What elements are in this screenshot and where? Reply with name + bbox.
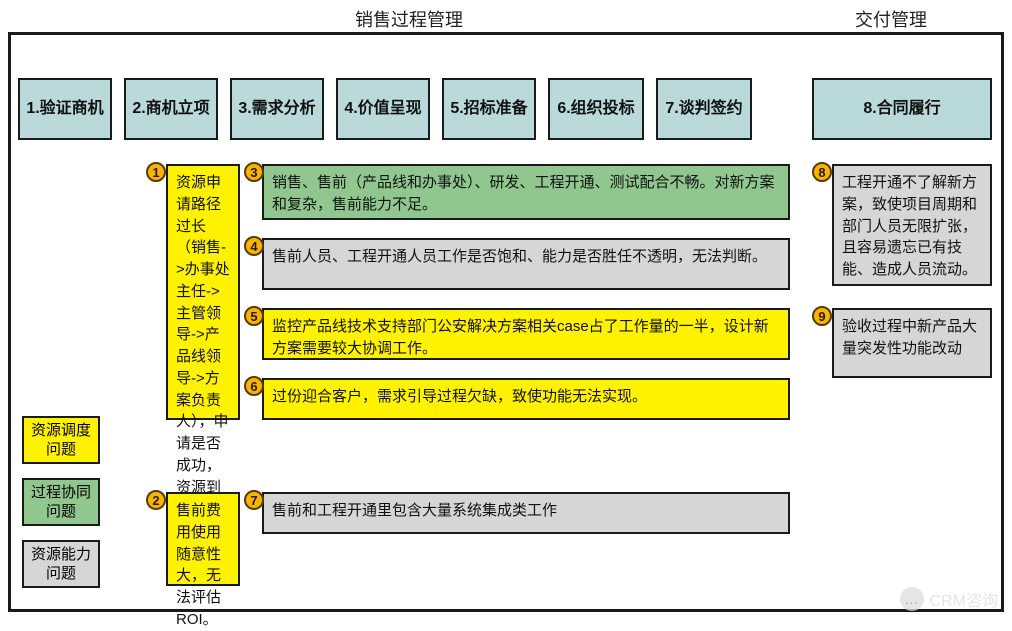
issue-badge-4: 4 (244, 236, 264, 256)
issue-badge-2: 2 (146, 490, 166, 510)
wechat-icon: … (900, 587, 924, 611)
stage-8: 8.合同履行 (812, 78, 992, 140)
stage-3: 3.需求分析 (230, 78, 324, 140)
issue-box-7: 售前和工程开通里包含大量系统集成类工作 (262, 492, 790, 534)
stage-6: 6.组织投标 (548, 78, 644, 140)
issue-badge-7: 7 (244, 490, 264, 510)
section-title-delivery: 交付管理 (855, 6, 927, 32)
issue-box-3: 销售、售前（产品线和办事处）、研发、工程开通、测试配合不畅。对新方案和复杂，售前… (262, 164, 790, 220)
watermark-text: CRM咨询 (930, 587, 998, 611)
issue-badge-6: 6 (244, 376, 264, 396)
stage-1: 1.验证商机 (18, 78, 112, 140)
issue-box-9: 验收过程中新产品大量突发性功能改动 (832, 308, 992, 378)
issue-box-6: 过份迎合客户，需求引导过程欠缺，致使功能无法实现。 (262, 378, 790, 420)
issue-box-4: 售前人员、工程开通人员工作是否饱和、能力是否胜任不透明，无法判断。 (262, 238, 790, 290)
legend-yellow: 资源调度问题 (22, 416, 100, 464)
legend-grey: 资源能力问题 (22, 540, 100, 588)
issue-box-8: 工程开通不了解新方案，致使项目周期和部门人员无限扩张，且容易遗忘已有技能、造成人… (832, 164, 992, 286)
section-title-sales: 销售过程管理 (355, 6, 463, 32)
watermark: … CRM咨询 (900, 587, 998, 611)
issue-box-1: 资源申请路径过长（销售->办事处主任->主管领导->产品线领导->方案负责人），… (166, 164, 240, 420)
issue-badge-1: 1 (146, 162, 166, 182)
issue-badge-9: 9 (812, 306, 832, 326)
stage-2: 2.商机立项 (124, 78, 218, 140)
stage-4: 4.价值呈现 (336, 78, 430, 140)
issue-badge-5: 5 (244, 306, 264, 326)
stage-7: 7.谈判签约 (656, 78, 752, 140)
issue-box-2: 售前费用使用随意性大，无法评估ROI。 (166, 492, 240, 586)
issue-badge-8: 8 (812, 162, 832, 182)
issue-badge-3: 3 (244, 162, 264, 182)
stage-5: 5.招标准备 (442, 78, 536, 140)
issue-box-5: 监控产品线技术支持部门公安解决方案相关case占了工作量的一半，设计新方案需要较… (262, 308, 790, 360)
legend-green: 过程协同问题 (22, 478, 100, 526)
